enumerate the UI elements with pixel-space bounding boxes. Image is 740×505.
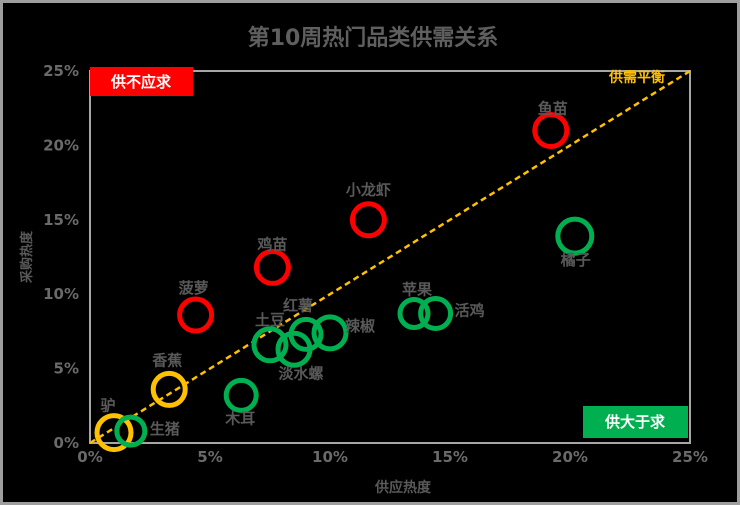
data-point-label: 淡水螺 [278, 364, 323, 382]
badge-oversupply-box [583, 406, 688, 438]
data-point-label: 木耳 [224, 409, 255, 427]
badge-oversupply: 供大于求 [583, 406, 688, 438]
x-tick-label: 15% [432, 448, 468, 466]
data-point-label: 苹果 [402, 281, 433, 299]
data-point[interactable] [253, 248, 291, 286]
badge-undersupply-label: 供不应求 [110, 73, 172, 91]
data-point[interactable] [555, 216, 595, 256]
data-point[interactable] [418, 296, 454, 332]
y-axis-ticks: 0% 5% 10% 15% 20% 25% [43, 62, 79, 452]
plot-area-border [89, 70, 691, 444]
y-axis-title: 采购热度 [19, 230, 35, 284]
balance-line [89, 69, 691, 445]
x-tick-label: 0% [77, 448, 102, 466]
data-point-label: 红薯 [283, 296, 313, 314]
data-point-label: 活鸡 [455, 302, 485, 320]
data-point[interactable] [397, 297, 431, 331]
data-point[interactable] [114, 414, 148, 448]
data-point-label: 生猪 [150, 420, 180, 438]
badge-undersupply: 供不应求 [90, 67, 193, 96]
y-tick-label: 5% [54, 360, 79, 378]
data-point-label: 小龙虾 [346, 181, 391, 199]
data-point[interactable] [223, 377, 259, 413]
data-point[interactable] [311, 314, 349, 352]
balance-line-label: 供需平衡 [608, 69, 665, 86]
balance-line-path [89, 69, 691, 445]
x-tick-label: 5% [197, 448, 222, 466]
data-point-label: 菠萝 [179, 279, 209, 297]
data-point-label: 香蕉 [152, 351, 182, 369]
data-point[interactable] [532, 112, 570, 150]
data-point[interactable] [349, 201, 387, 239]
data-point-label: 土豆 [255, 311, 285, 329]
badge-oversupply-label: 供大于求 [604, 413, 666, 431]
data-point-label: 鱼苗 [538, 100, 568, 118]
y-tick-label: 15% [43, 211, 79, 229]
data-point-label: 驴 [100, 397, 115, 415]
data-point[interactable] [150, 370, 188, 408]
x-axis-title: 供应热度 [374, 479, 432, 496]
y-tick-label: 20% [43, 136, 79, 154]
chart-title: 第10周热门品类供需关系 [248, 25, 499, 51]
x-tick-label: 25% [672, 448, 708, 466]
x-axis-ticks: 0% 5% 10% 15% 20% 25% [77, 448, 708, 466]
y-tick-label: 0% [54, 434, 79, 452]
x-tick-label: 10% [312, 448, 348, 466]
x-tick-label: 20% [552, 448, 588, 466]
data-point[interactable] [177, 296, 215, 334]
badge-undersupply-box [90, 67, 193, 96]
y-tick-label: 25% [43, 62, 79, 80]
data-point-label: 辣椒 [345, 317, 376, 335]
data-point-label: 橘子 [560, 251, 591, 269]
data-point[interactable] [94, 413, 134, 453]
data-point-label: 鸡苗 [256, 235, 287, 253]
y-tick-label: 10% [43, 285, 79, 303]
data-point[interactable] [251, 326, 289, 364]
data-point[interactable] [288, 316, 324, 352]
